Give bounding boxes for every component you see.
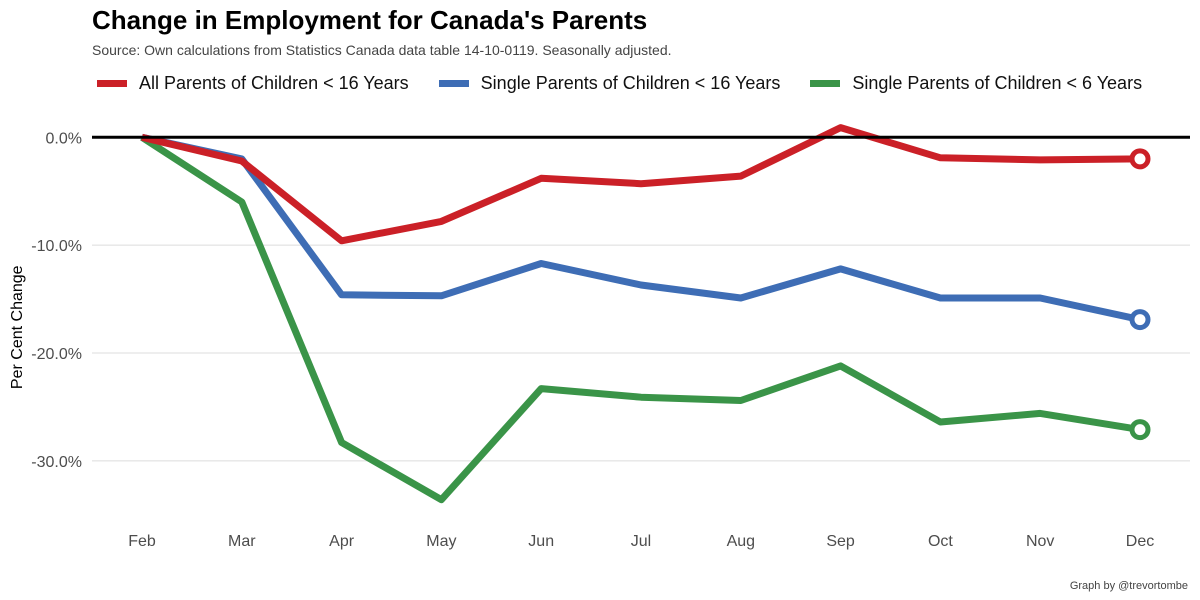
x-tick-label: Sep	[826, 533, 855, 550]
y-tick-label: 0.0%	[46, 130, 82, 147]
x-tick-label: Mar	[228, 533, 256, 550]
series-end-marker	[1129, 309, 1151, 331]
x-tick-label: May	[426, 533, 456, 550]
series-end-marker	[1129, 419, 1151, 441]
x-tick-label: Feb	[128, 533, 156, 550]
y-tick-label: -30.0%	[31, 454, 82, 471]
legend-item-single-parents-6: Single Parents of Children < 6 Years	[810, 73, 1142, 94]
legend-item-single-parents-16: Single Parents of Children < 16 Years	[438, 73, 781, 94]
x-tick-label: Nov	[1026, 533, 1054, 550]
x-tick-label: Aug	[727, 533, 755, 550]
legend-label-all-parents: All Parents of Children < 16 Years	[139, 73, 409, 93]
y-tick-label: -20.0%	[31, 346, 82, 363]
chart-caption: Graph by @trevortombe	[1069, 580, 1188, 592]
x-tick-label: Jun	[528, 533, 554, 550]
legend-label-single-parents-6: Single Parents of Children < 6 Years	[852, 73, 1143, 93]
x-tick-label: Jul	[631, 533, 651, 550]
chart-subtitle: Source: Own calculations from Statistics…	[92, 42, 672, 58]
series-line	[141, 133, 1141, 324]
legend-swatch-single-parents-6	[810, 80, 841, 87]
legend-label-single-parents-16: Single Parents of Children < 16 Years	[480, 73, 781, 93]
x-tick-label: Apr	[329, 533, 355, 550]
legend-item-all-parents: All Parents of Children < 16 Years	[97, 73, 409, 94]
chart-title: Change in Employment for Canada's Parent…	[92, 5, 648, 35]
y-axis-title: Per Cent Change	[9, 265, 26, 389]
y-tick-label: -10.0%	[31, 238, 82, 255]
series-line	[140, 134, 1141, 504]
series-end-marker	[1129, 148, 1151, 170]
legend-swatch-all-parents	[97, 80, 127, 87]
x-tick-label: Oct	[928, 533, 953, 550]
legend: All Parents of Children < 16 Years Singl…	[97, 73, 1172, 94]
legend-swatch-single-parents-16	[438, 80, 469, 87]
series-line	[141, 124, 1141, 245]
x-tick-label: Dec	[1126, 533, 1154, 550]
